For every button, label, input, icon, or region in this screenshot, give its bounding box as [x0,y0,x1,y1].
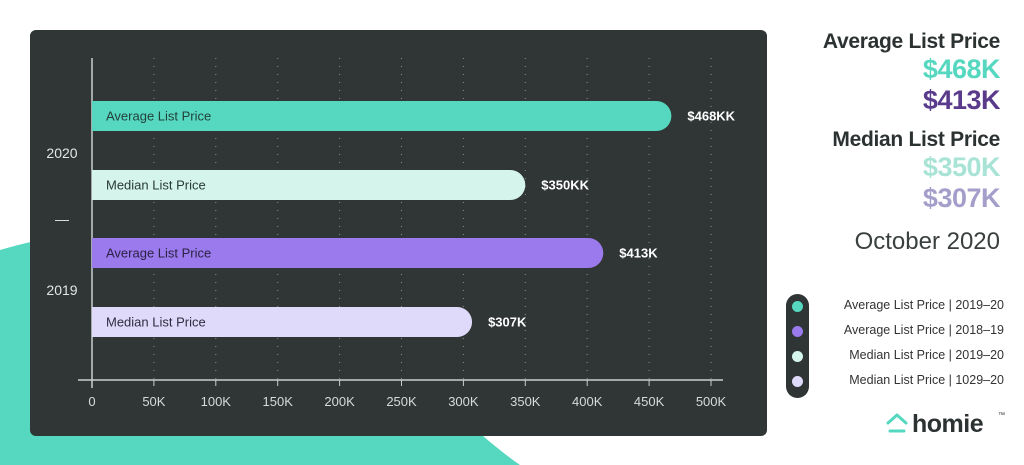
legend-dot [792,326,803,337]
x-tick-label: 500K [696,394,727,409]
x-tick-label: 50K [142,394,165,409]
chart-panel: 0 50K 100K 150K 200K 250K 300K 350K 400K 450K 500K… [30,30,767,436]
bar-left-edge [92,170,107,200]
bar-left-edge [92,101,107,131]
bar-chart: 0 50K 100K 150K 200K 250K 300K 350K 400K 450K 500K… [46,58,736,409]
legend-label: Median List Price | 1029–20 [849,373,1004,387]
legend-item: Median List Price | 1029–20 [786,371,1004,391]
legend-item: Average List Price | 2019–20 [786,296,1004,316]
x-tick-label: 150K [263,394,294,409]
median-2019-value: $307K [922,183,1001,213]
legend-dot [792,376,803,387]
x-tick-label: 0 [88,394,95,409]
x-tick-label: 300K [448,394,479,409]
average-heading: Average List Price [822,30,1000,53]
year-separator: — [55,211,69,227]
bar [92,238,604,268]
x-tick-label: 400K [572,394,603,409]
year-label-2020: 2020 [46,145,77,161]
legend-rail [786,294,809,398]
bar [92,101,672,131]
price-summary: Average List Price $468K $413K Median Li… [790,30,1001,256]
x-tick-label: 250K [386,394,417,409]
house-logo-icon [886,413,908,433]
x-tick-label: 450K [634,394,665,409]
legend-item: Median List Price | 2019–20 [786,346,1004,366]
x-tick-label: 200K [324,394,355,409]
average-2020-value: $468K [922,54,1001,84]
bar-left-edge [92,238,107,268]
average-2019-value: $413K [922,85,1001,115]
chart-legend: Average List Price | 2019–20 Average Lis… [786,290,1004,398]
bar [92,307,473,337]
legend-label: Average List Price | 2019–20 [843,298,1004,312]
median-2020-value: $350K [922,152,1001,182]
legend-dot [792,351,803,362]
median-heading: Median List Price [832,128,1000,151]
bar-label: Average List Price [106,109,211,124]
legend-dot [792,301,803,312]
bar-value-label: $307K [488,315,527,330]
legend-label: Average List Price | 2018–19 [843,323,1004,337]
brand-name: homie [912,410,984,438]
bar-value-label: $350KK [541,178,589,193]
legend-item: Average List Price | 2018–19 [786,321,1004,341]
bar-label: Median List Price [106,178,206,193]
bar-label: Average List Price [106,246,211,261]
bar [92,170,526,200]
bar-value-label: $468KK [687,109,735,124]
bar-left-edge [92,307,107,337]
year-label-2019: 2019 [46,282,77,298]
trademark-mark: ™ [998,412,1005,419]
bar-value-label: $413K [619,246,658,261]
report-date: October 2020 [854,228,1000,255]
bar-label: Median List Price [106,315,206,330]
x-tick-label: 350K [510,394,541,409]
x-tick-label: 100K [201,394,232,409]
legend-label: Median List Price | 2019–20 [849,348,1004,362]
